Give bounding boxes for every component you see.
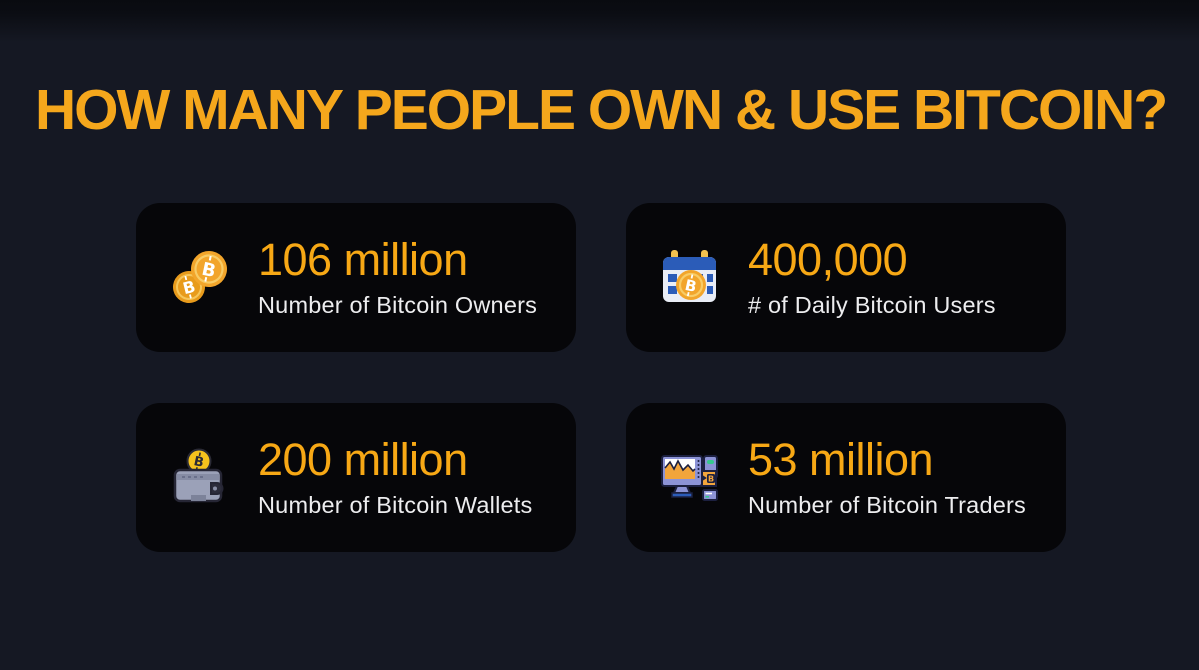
svg-text:B: B — [683, 275, 698, 295]
svg-text:B: B — [192, 454, 205, 471]
stats-grid: B B 106 million Number of B — [136, 203, 1066, 552]
page-title: HOW MANY PEOPLE OWN & USE BITCOIN? — [35, 78, 1168, 142]
stat-text: 400,000 # of Daily Bitcoin Users — [748, 236, 996, 319]
stat-value: 400,000 — [748, 233, 908, 285]
stat-label: Number of Bitcoin Traders — [748, 492, 1026, 519]
stat-card-daily-users: B 400,000 # of Daily Bitcoin Users — [626, 203, 1066, 352]
bitcoin-wallet-icon: B — [170, 448, 230, 508]
bitcoin-trading-icon: B — [660, 448, 720, 508]
svg-text:B: B — [200, 258, 218, 281]
stat-value: 53 million — [748, 433, 934, 485]
stat-text: 200 million Number of Bitcoin Wallets — [258, 436, 532, 519]
stat-value: 106 million — [258, 233, 468, 285]
stat-card-owners: B B 106 million Number of B — [136, 203, 576, 352]
stat-text: 53 million Number of Bitcoin Traders — [748, 436, 1026, 519]
stat-value: 200 million — [258, 433, 468, 485]
svg-text:B: B — [708, 474, 714, 483]
stat-label: # of Daily Bitcoin Users — [748, 292, 996, 319]
bitcoin-coins-icon: B B — [170, 248, 230, 308]
stat-card-wallets: B — [136, 403, 576, 552]
stat-label: Number of Bitcoin Owners — [258, 292, 538, 319]
bitcoin-calendar-icon: B — [660, 248, 720, 308]
stat-text: 106 million Number of Bitcoin Owners — [258, 236, 537, 319]
stat-label: Number of Bitcoin Wallets — [258, 492, 533, 519]
stat-card-traders: B 53 million Number of Bitcoin Traders — [626, 403, 1066, 552]
svg-text:B: B — [181, 276, 197, 297]
